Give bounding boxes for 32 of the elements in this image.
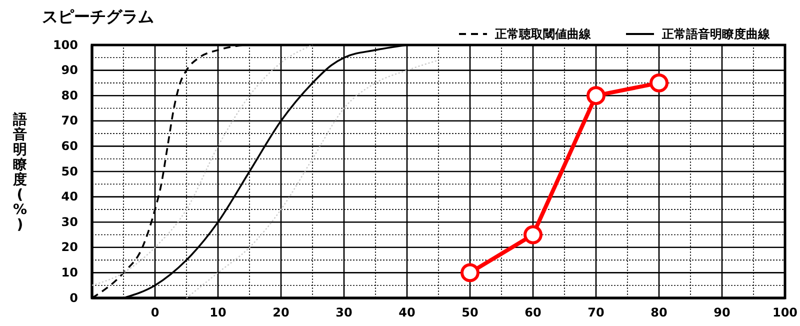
x-tick-label: 50 <box>462 306 478 320</box>
y-tick-label: 10 <box>61 266 78 280</box>
x-tick-label: 60 <box>524 306 542 320</box>
y-tick-label: 50 <box>61 164 78 178</box>
y-tick-label: 40 <box>61 190 78 204</box>
legend-label: 正常聴取閾値曲線 <box>494 27 592 41</box>
y-tick-label: 30 <box>61 214 78 229</box>
chart-title: スピーチグラム <box>42 7 154 26</box>
line-series <box>91 44 314 286</box>
x-tick-label: 100 <box>772 306 798 320</box>
x-tick-label: 80 <box>650 306 668 320</box>
y-tick-label: 0 <box>70 290 78 305</box>
x-tick-label: 10 <box>210 306 226 320</box>
y-tick-label: 70 <box>61 114 78 128</box>
x-tick-label: 90 <box>714 306 730 320</box>
point <box>524 225 542 244</box>
y-tick-label: 60 <box>61 139 78 154</box>
point <box>460 263 480 282</box>
x-tick-label: 70 <box>588 306 604 320</box>
x-tick-label: 0 <box>150 306 160 320</box>
y-axis-title: 語音明瞭度(%) <box>12 111 28 233</box>
line-series <box>186 60 440 299</box>
legend-label: 正常語音明瞭度曲線 <box>661 27 771 41</box>
y-tick-label: 90 <box>61 63 78 78</box>
point <box>586 86 606 106</box>
point <box>650 73 668 92</box>
y-tick-label: 20 <box>61 240 78 254</box>
x-tick-label: 30 <box>336 306 352 320</box>
y-tick-label: 80 <box>61 88 78 102</box>
x-tick-label: 40 <box>398 306 416 320</box>
y-tick-label: 100 <box>52 38 78 52</box>
x-tick-label: 20 <box>272 306 290 320</box>
